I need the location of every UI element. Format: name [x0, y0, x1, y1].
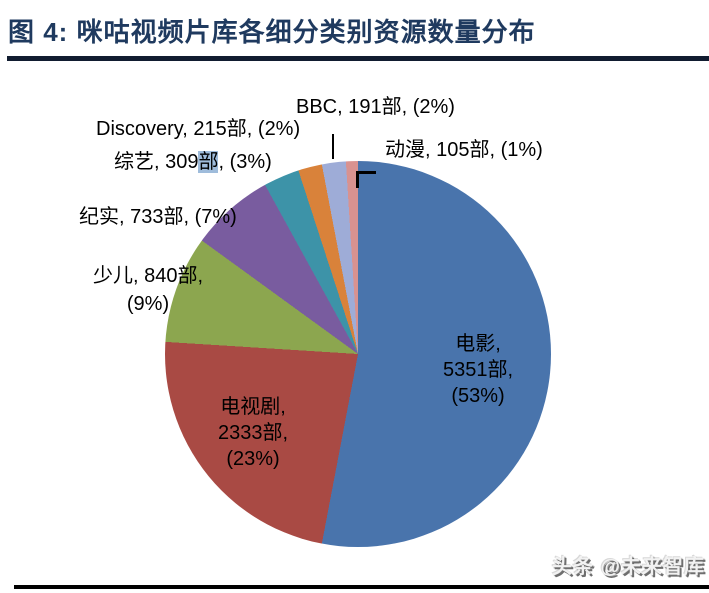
- variety-label-prefix: 综艺, 309: [114, 151, 199, 173]
- pie-label-anime: 动漫, 105部, (1%): [385, 139, 543, 161]
- figure-title: 图 4: 咪咕视频片库各细分类别资源数量分布: [8, 17, 536, 47]
- pie-label-tv-drama: 电视剧, 2333部, (23%): [183, 394, 323, 472]
- tv-label-line3: (23%): [226, 448, 280, 470]
- pie-label-discovery: Discovery, 215部, (2%): [96, 118, 301, 140]
- title-underline: [7, 56, 709, 61]
- bbc-leader-line: [332, 134, 334, 159]
- anime-leader-line-vertical: [356, 171, 359, 188]
- tv-label-line1: 电视剧,: [220, 396, 286, 418]
- pie-label-children: 少儿, 840部, (9%): [48, 262, 248, 318]
- watermark: 头条 @未来智库: [551, 556, 705, 578]
- movie-label-line1: 电影,: [455, 333, 501, 355]
- tv-label-line2: 2333部,: [217, 422, 289, 444]
- bottom-border-line: [14, 585, 709, 589]
- pie-label-documentary: 纪实, 733部, (7%): [79, 206, 237, 228]
- children-label-line2: (9%): [126, 293, 170, 315]
- movie-label-line2: 5351部,: [442, 359, 514, 381]
- pie-label-bbc: BBC, 191部, (2%): [296, 96, 455, 118]
- pie-label-variety: 综艺, 309部, (3%): [114, 151, 272, 173]
- variety-label-suffix: , (3%): [218, 151, 272, 173]
- anime-leader-line-horizontal: [356, 171, 376, 174]
- children-label-line1: 少儿, 840部,: [92, 265, 204, 287]
- pie-label-movie: 电影, 5351部, (53%): [408, 331, 548, 409]
- highlight-mark: 部: [198, 151, 219, 173]
- movie-label-line3: (53%): [451, 385, 505, 407]
- pie-chart: [165, 161, 551, 547]
